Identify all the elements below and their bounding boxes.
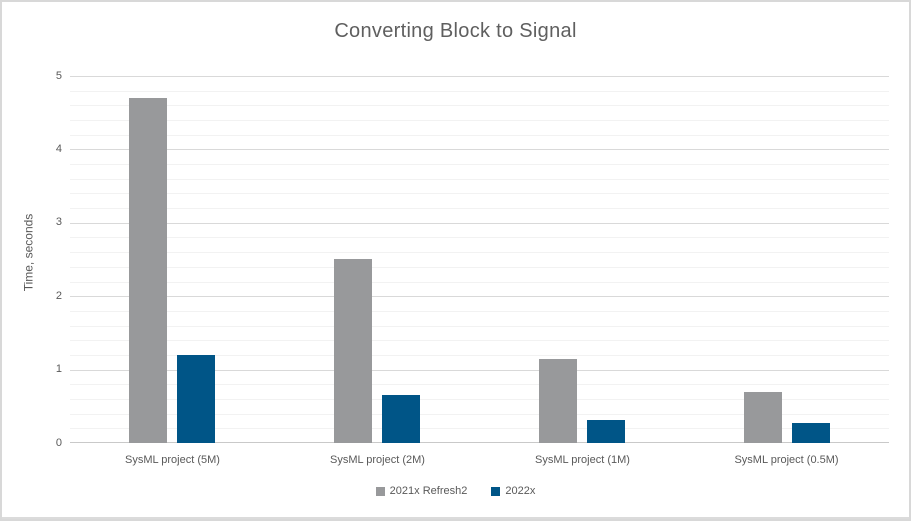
minor-gridline [70,252,889,254]
major-gridline [70,149,889,151]
x-category-label: SysML project (0.5M) [734,454,839,466]
minor-gridline [70,354,889,356]
minor-gridline [70,178,889,180]
bar-series2-group3 [587,420,625,443]
minor-gridline [70,398,889,400]
minor-gridline [70,134,889,136]
major-gridline [70,222,889,224]
bar-series1-group2 [334,259,372,443]
y-tick-label: 1 [55,363,62,375]
minor-gridline [70,310,889,312]
minor-gridline [70,237,889,239]
major-gridline [70,369,889,371]
x-category-label: SysML project (2M) [330,454,425,466]
minor-gridline [70,413,889,415]
minor-gridline [70,105,889,107]
minor-gridline [70,384,889,386]
y-tick-label: 2 [55,290,62,302]
bar-series1-group4 [744,392,782,443]
minor-gridline [70,266,889,268]
y-tick-label: 0 [55,437,62,449]
minor-gridline [70,340,889,342]
minor-gridline [70,325,889,327]
minor-gridline [70,208,889,210]
legend-label: 2021x Refresh2 [389,485,468,497]
legend-marker-icon [375,486,385,496]
window-bottom-edge [2,517,909,519]
major-gridline [70,296,889,298]
bar-series1-group1 [129,98,167,443]
legend-label: 2022x [505,485,536,497]
y-tick-label: 4 [55,143,62,155]
bar-series2-group4 [792,423,830,443]
bar-series1-group3 [539,359,577,443]
plot-area [70,76,889,443]
major-gridline [70,76,889,77]
x-category-label: SysML project (1M) [535,454,630,466]
legend-marker-icon [491,486,501,496]
minor-gridline [70,120,889,122]
minor-gridline [70,164,889,166]
y-axis-title: Time, seconds [21,213,36,292]
legend: 2021x Refresh2 2022x [2,485,909,497]
minor-gridline [70,281,889,283]
x-category-label: SysML project (5M) [125,454,220,466]
y-tick-label: 5 [55,70,62,82]
legend-item-1: 2021x Refresh2 [375,485,468,497]
minor-gridline [70,193,889,195]
legend-item-2: 2022x [491,485,535,497]
bar-series2-group2 [382,395,420,443]
x-axis-line [70,442,889,443]
y-tick-label: 3 [55,216,62,228]
bar-series2-group1 [177,355,215,443]
chart-title: Converting Block to Signal [334,20,577,42]
minor-gridline [70,90,889,92]
minor-gridline [70,428,889,430]
